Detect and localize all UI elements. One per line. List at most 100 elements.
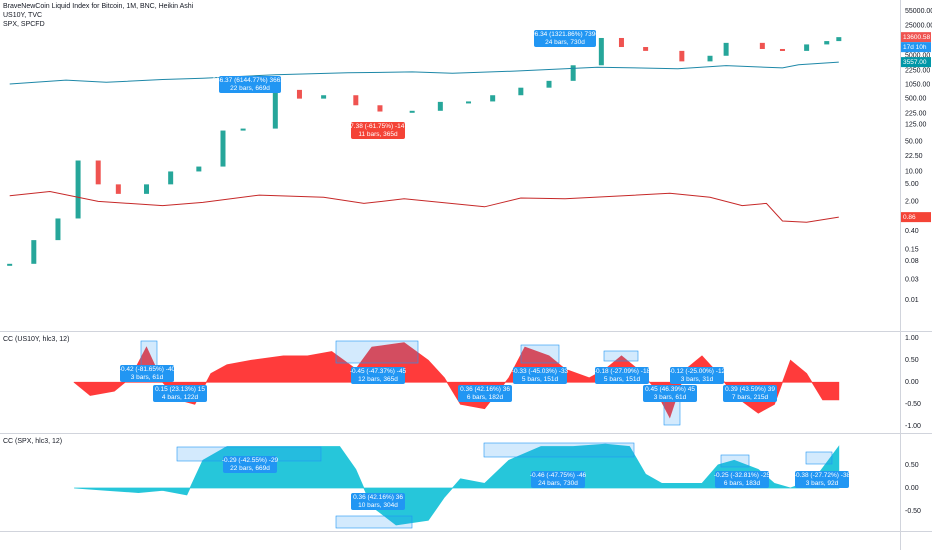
measure-label <box>351 122 405 139</box>
measure-text: -0.46 (-47.75%) -46 <box>530 472 587 479</box>
y-tick-label: 500.00 <box>905 95 927 102</box>
candle <box>836 37 842 42</box>
y-tick-label: 225.00 <box>905 110 927 117</box>
measure-label <box>534 30 596 47</box>
measure-label <box>643 385 697 402</box>
legend-series: SPX, SPCFD <box>3 21 45 28</box>
candle <box>518 87 524 96</box>
candle <box>570 65 576 81</box>
y-tick-label: 0.00 <box>905 485 919 492</box>
measure-text: 0.36 (42.16%) 36 <box>353 494 403 501</box>
measure-text: 0.39 (43.59%) 39 <box>725 386 775 393</box>
y-tick-label: 1050.00 <box>905 82 930 89</box>
measure-label <box>219 76 281 93</box>
measure-label <box>723 385 777 402</box>
pane-title: CC (US10Y, hlc3, 12) <box>3 336 69 343</box>
measure-text: 0.36 (42.16%) 36 <box>460 386 510 393</box>
measure-text: -517.38 (-61.75%) -14756 <box>341 123 416 130</box>
candle <box>466 101 472 104</box>
price-tag-text: 3557.00 <box>903 59 927 66</box>
candle <box>707 55 713 62</box>
measure-text: 22 bars, 669d <box>230 85 270 92</box>
price-tag <box>901 42 931 53</box>
y-tick-label: 22.50 <box>905 153 923 160</box>
measure-box <box>335 340 419 364</box>
series-line <box>9 190 839 223</box>
measure-label <box>513 367 567 384</box>
candle <box>779 48 785 51</box>
candle <box>144 184 150 194</box>
y-tick-label: 2.00 <box>905 198 919 205</box>
y-tick-label: 2250.00 <box>905 67 930 74</box>
measure-box <box>720 454 750 468</box>
measure-label <box>120 365 174 382</box>
measure-text: 7396.34 (1321.86%) 739634 <box>524 31 607 38</box>
candle <box>804 44 810 51</box>
measure-text: 7 bars, 215d <box>732 394 769 401</box>
measure-text: 3 bars, 31d <box>681 376 714 383</box>
measure-text: 5 bars, 151d <box>522 376 559 383</box>
y-tick-label: 0.00 <box>905 379 919 386</box>
y-tick-label: 0.08 <box>905 258 919 265</box>
y-tick-label: 5000.00 <box>905 53 930 60</box>
y-tick-label: 0.40 <box>905 228 919 235</box>
measure-text: 3 bars, 92d <box>806 480 839 487</box>
measure-text: 6 bars, 182d <box>467 394 504 401</box>
measure-text: 866.37 (6144.77%) 36632 <box>212 77 288 84</box>
candle <box>220 130 226 167</box>
legend-series: BraveNewCoin Liquid Index for Bitcoin, 1… <box>3 3 194 10</box>
y-tick-label: 1.00 <box>905 335 919 342</box>
candle <box>272 89 278 129</box>
measure-box <box>805 451 833 465</box>
legend-series: US10Y, TVC <box>3 12 42 19</box>
price-tag <box>901 32 931 43</box>
candle <box>7 263 13 266</box>
measure-text: -0.25 (-32.81%) -25 <box>714 472 771 479</box>
candle <box>643 47 649 51</box>
measure-label <box>223 456 277 473</box>
measure-box <box>483 442 635 458</box>
y-tick-label: 50.00 <box>905 138 923 145</box>
candle <box>437 101 443 111</box>
candle <box>296 89 302 99</box>
overlay: BraveNewCoin Liquid Index for Bitcoin, 1… <box>3 3 932 515</box>
y-tick-label: 125.00 <box>905 121 927 128</box>
measure-label <box>351 493 405 510</box>
measure-text: -0.42 (-81.65%) -40 <box>119 366 176 373</box>
candle <box>196 166 202 172</box>
candle <box>240 128 246 131</box>
measure-text: 24 bars, 730d <box>545 39 585 46</box>
candle <box>824 41 830 45</box>
price-tag-text: 0.86 <box>903 214 916 221</box>
y-tick-label: 0.50 <box>905 357 919 364</box>
measure-box <box>140 340 158 367</box>
measure-text: 0.15 (23.13%) 15 <box>155 386 205 393</box>
measure-text: 12 bars, 365d <box>358 376 398 383</box>
candle <box>546 80 552 88</box>
measure-text: 5 bars, 151d <box>604 376 641 383</box>
measure-label <box>458 385 512 402</box>
y-tick-label: 0.50 <box>905 462 919 469</box>
measure-text: -0.38 (-27.72%) -38 <box>794 472 851 479</box>
candle <box>321 95 327 99</box>
y-tick-label: -0.50 <box>905 508 921 515</box>
measure-text: 4 bars, 122d <box>162 394 199 401</box>
measure-text: -0.33 (-45.03%) -33 <box>512 368 569 375</box>
measure-box <box>603 350 639 362</box>
measure-text: 24 bars, 730d <box>538 480 578 487</box>
price-tag <box>901 212 931 223</box>
pane-title: CC (SPX, hlc3, 12) <box>3 438 62 445</box>
measure-text: 6 bars, 183d <box>724 480 761 487</box>
measure-text: -0.12 (-25.00%) -12 <box>669 368 726 375</box>
y-tick-label: -0.50 <box>905 401 921 408</box>
measure-label <box>795 471 849 488</box>
y-tick-label: 55000.00 <box>905 8 932 15</box>
series-line <box>9 61 839 85</box>
y-tick-label: 25000.00 <box>905 23 932 30</box>
price-tag-text: 13600.58 <box>903 34 930 41</box>
measure-box <box>520 344 560 364</box>
candle <box>168 171 174 185</box>
measure-text: 11 bars, 365d <box>358 131 398 138</box>
candle <box>115 184 121 194</box>
